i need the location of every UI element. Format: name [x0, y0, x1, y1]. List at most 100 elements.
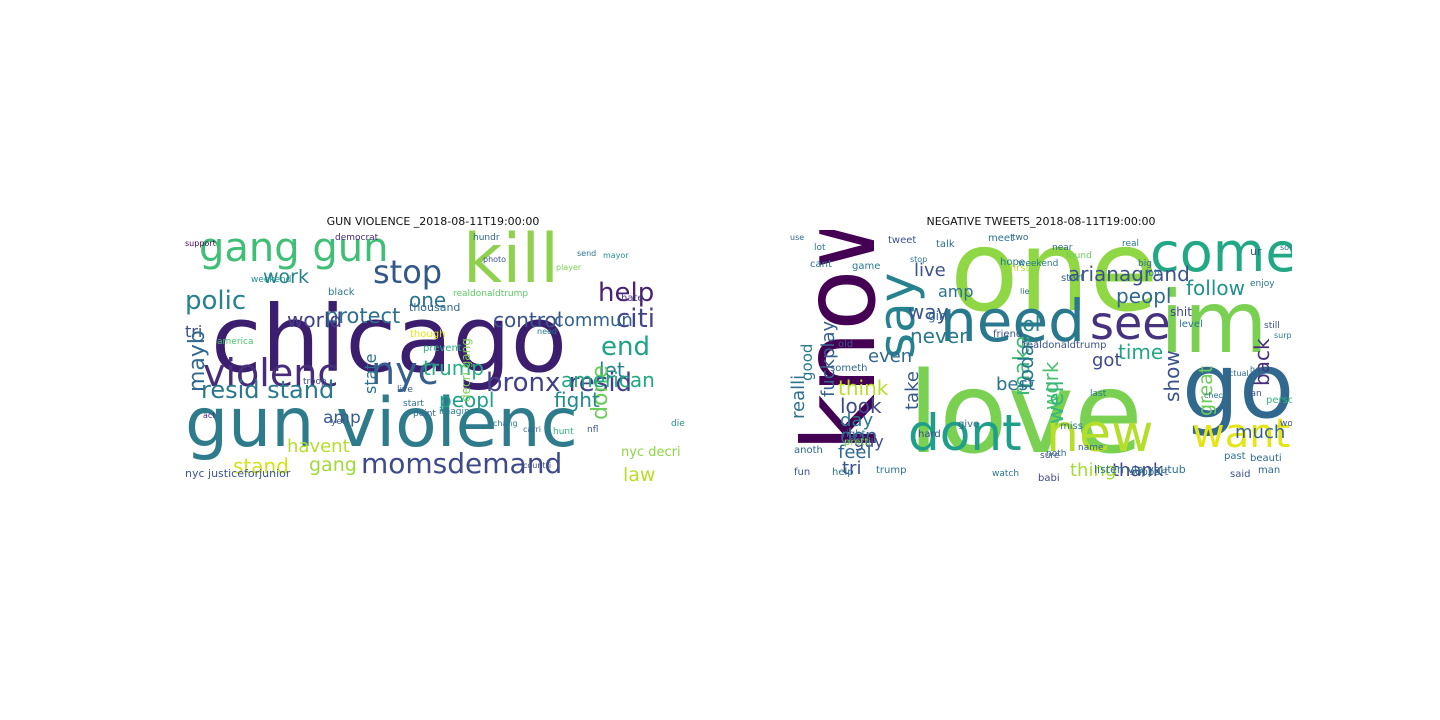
word: imagin — [439, 407, 470, 417]
word: world — [287, 308, 343, 332]
word: tri — [842, 458, 862, 479]
word: start — [403, 399, 424, 409]
word: support — [185, 239, 216, 248]
word: two — [1012, 233, 1029, 243]
word: nyc justiceforjunior — [185, 467, 291, 480]
word: see — [1090, 296, 1171, 350]
word: day — [840, 410, 874, 431]
word: dont — [908, 404, 1022, 462]
word: mayb — [185, 330, 210, 393]
word: think — [838, 376, 889, 400]
word: girl — [928, 309, 948, 323]
word: kill — [463, 230, 560, 299]
word: bronx resid — [486, 368, 633, 398]
word: man — [1258, 465, 1281, 476]
word: shit — [1170, 305, 1192, 319]
word: end — [601, 332, 650, 362]
word: live — [914, 260, 946, 281]
word: anoth — [794, 445, 823, 456]
word: gun violenc — [185, 384, 578, 463]
word: surpris — [1274, 331, 1292, 340]
word: arianagrand — [1068, 262, 1190, 286]
word: law — [623, 464, 656, 483]
word: enjoy — [1250, 279, 1275, 289]
word: pretti — [844, 437, 872, 448]
word: hate — [621, 293, 644, 304]
word: peopl — [439, 388, 495, 412]
word: player — [556, 263, 582, 272]
word: peopl — [1116, 284, 1172, 308]
word: realdonaldtrump — [1023, 340, 1107, 351]
word: ian — [1248, 389, 1262, 399]
word: nfl — [587, 425, 599, 435]
word: said — [1230, 469, 1251, 480]
word: nyc decri — [621, 445, 681, 460]
word: let — [599, 358, 625, 382]
word: big — [1138, 259, 1152, 269]
word: thing — [1070, 460, 1117, 481]
word: lie — [1020, 287, 1030, 296]
word: work — [263, 266, 309, 288]
word: noth — [1046, 449, 1067, 459]
word: past — [1224, 451, 1246, 462]
word: prevent — [423, 343, 462, 354]
word: give — [958, 419, 980, 430]
word: use — [790, 233, 805, 242]
word: take — [902, 370, 923, 410]
word: sure — [1040, 451, 1060, 461]
word: name — [1078, 443, 1104, 453]
word: hope — [1000, 257, 1025, 268]
word: level — [1179, 319, 1203, 330]
word: found — [1066, 251, 1092, 261]
word: troop — [303, 377, 327, 387]
word: don — [840, 424, 878, 448]
word: stop — [373, 253, 443, 291]
word: fight — [554, 388, 600, 412]
word: still — [1264, 321, 1280, 331]
word: person — [1266, 395, 1292, 406]
word: babi — [1038, 473, 1060, 483]
word: lot — [814, 243, 826, 253]
word: resid stand — [201, 376, 335, 404]
word: last — [1090, 389, 1107, 399]
word: time — [1118, 340, 1164, 364]
word: die — [671, 419, 685, 429]
word: live — [397, 385, 413, 395]
word: trump — [423, 356, 484, 380]
word: send — [577, 249, 597, 258]
word: feel — [838, 442, 872, 463]
word: friend — [993, 329, 1023, 340]
word: polic — [185, 286, 247, 316]
word: thank — [1112, 460, 1164, 481]
word: im — [1160, 273, 1268, 373]
word: nyc — [371, 349, 439, 393]
word: much — [1235, 422, 1286, 443]
word: talk — [936, 239, 955, 250]
word: meet — [988, 233, 1014, 244]
word: want — [1192, 411, 1291, 457]
word: right — [842, 429, 866, 440]
word: amp — [323, 408, 361, 428]
word: need — [940, 287, 1085, 355]
word: job — [1146, 269, 1160, 279]
word: america — [217, 337, 254, 347]
word: look — [840, 394, 882, 418]
word: havent — [287, 436, 350, 457]
word: lol — [1017, 312, 1041, 336]
word: follow — [1186, 276, 1245, 300]
word: show — [1160, 350, 1184, 402]
word: actual — [1224, 369, 1249, 378]
word: tri — [185, 322, 203, 341]
word: help — [598, 278, 655, 308]
word: point — [413, 409, 436, 419]
word: listen via youtub — [1094, 463, 1186, 476]
word: weekend — [251, 275, 292, 285]
word: love — [908, 349, 1143, 479]
word: act — [203, 411, 216, 420]
word: cant — [810, 259, 832, 270]
word: gang gun — [199, 230, 389, 271]
word: way — [908, 300, 949, 324]
word: hundr — [473, 233, 500, 243]
word: miss — [1060, 421, 1083, 432]
word: chang — [493, 419, 518, 428]
